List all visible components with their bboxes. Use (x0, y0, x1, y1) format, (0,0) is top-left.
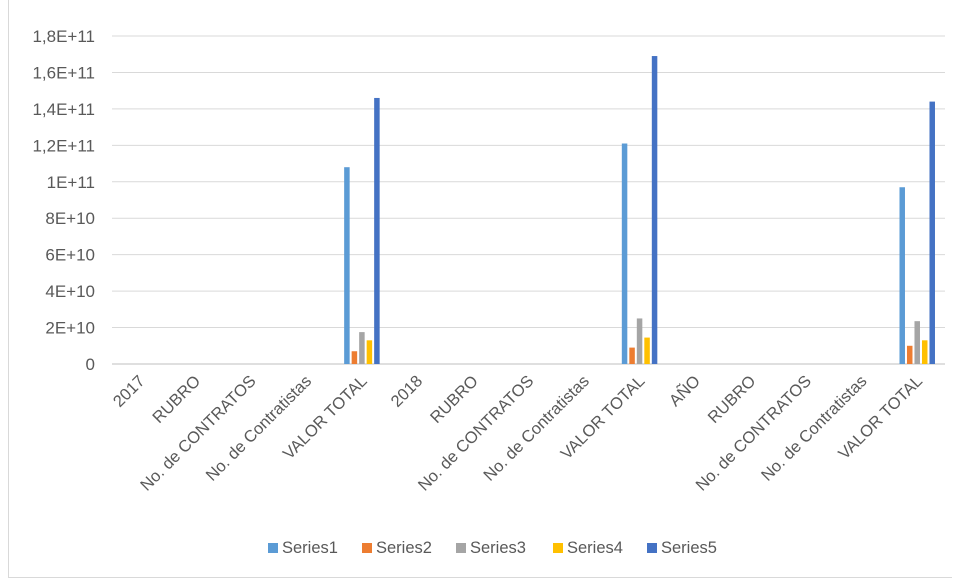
legend-label: Series4 (567, 539, 623, 557)
y-tick-label: 8E+10 (45, 209, 95, 228)
bar-series1 (621, 143, 628, 364)
legend-label: Series1 (282, 539, 338, 557)
bar-series3 (359, 332, 365, 364)
bar-series2 (906, 345, 913, 364)
bar-series2 (351, 351, 358, 364)
x-tick-label: RUBRO (705, 372, 760, 427)
legend-label: Series2 (376, 539, 432, 557)
legend-swatch (553, 543, 563, 553)
x-tick-label: 2018 (388, 372, 427, 411)
x-tick-label: 2017 (110, 372, 149, 411)
bar-series3 (914, 321, 920, 364)
bar-series1 (344, 167, 350, 364)
bar-series3 (636, 318, 643, 364)
legend-swatch (362, 543, 372, 553)
legend-swatch (647, 543, 657, 553)
y-tick-label: 6E+10 (45, 246, 95, 265)
bar-series5 (374, 97, 380, 364)
bar-series2 (629, 347, 635, 364)
x-tick-label: RUBRO (427, 372, 482, 427)
legend: Series1 Series2 Series3 Series4 Series5 (268, 539, 717, 557)
chart-frame (8, 0, 952, 578)
x-tick-label: No. de Contratistas (758, 372, 871, 485)
bar-series5 (651, 56, 658, 365)
bar-series4 (921, 340, 928, 364)
y-tick-label: 1,6E+11 (32, 63, 95, 82)
x-tick-label: No. de Contratistas (203, 372, 316, 485)
bars (344, 56, 935, 365)
bar-series4 (644, 337, 650, 364)
y-tick-label: 1,8E+11 (32, 27, 95, 46)
gridlines (112, 35, 945, 365)
bar-series1 (899, 187, 905, 364)
legend-swatch (456, 543, 466, 553)
x-tick-label: RUBRO (149, 372, 204, 427)
y-tick-label: 1,4E+11 (32, 100, 95, 119)
y-axis: 0 2E+10 4E+10 6E+10 8E+10 1E+11 1,2E+11 1,4E+11… (32, 27, 95, 374)
legend-swatch (268, 543, 278, 553)
bar-series4 (366, 340, 373, 364)
y-tick-label: 1E+11 (47, 173, 95, 192)
y-tick-label: 2E+10 (45, 319, 95, 338)
x-tick-label: AÑO (664, 371, 704, 411)
legend-label: Series5 (661, 539, 717, 557)
y-tick-label: 1,2E+11 (32, 136, 95, 155)
legend-label: Series3 (470, 539, 526, 557)
bar-series5 (929, 101, 935, 364)
x-tick-label: No. de Contratistas (480, 372, 593, 485)
y-tick-label: 4E+10 (45, 282, 95, 301)
y-tick-label: 0 (86, 355, 95, 374)
